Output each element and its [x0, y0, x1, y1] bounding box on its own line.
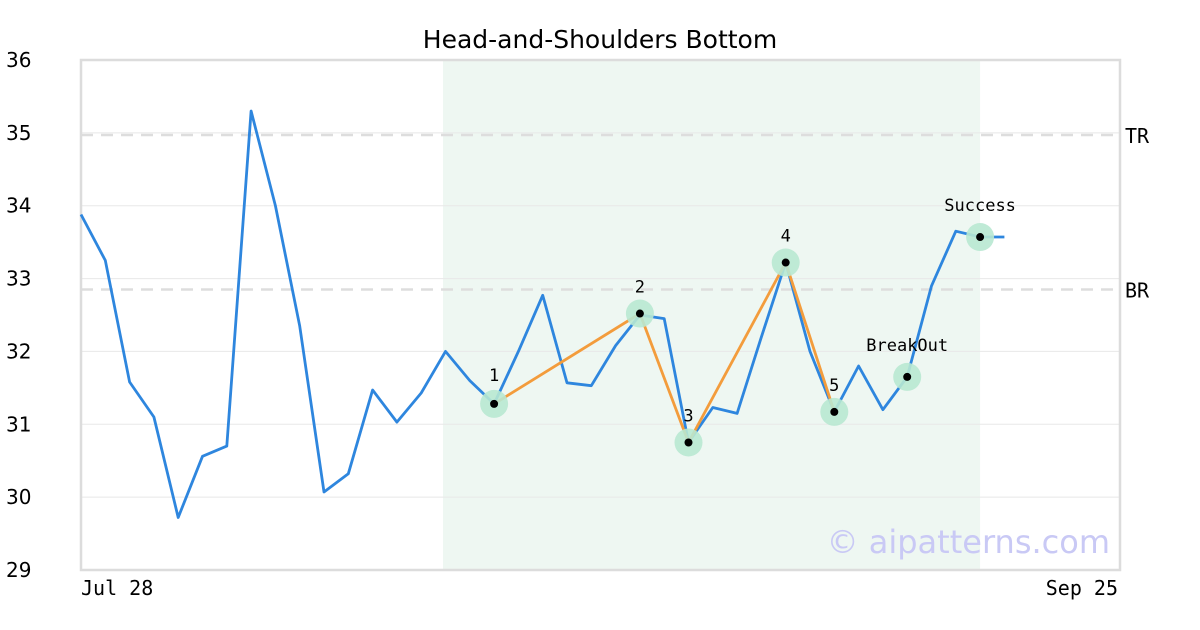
breakout-label: BreakOut [866, 336, 948, 356]
plot-frame [79, 58, 1122, 572]
y-tick-label-30: 30 [6, 485, 31, 509]
pattern-point-1 [490, 399, 499, 408]
pattern-point-label-3: 3 [683, 407, 693, 427]
price-series-line [79, 109, 1005, 519]
y-tick-label-34: 34 [6, 194, 31, 218]
pattern-point-3 [684, 438, 693, 447]
pattern-point-2 [635, 309, 644, 318]
reference-label-br: BR [1125, 279, 1150, 303]
pattern-point-4 [781, 258, 790, 267]
pattern-point-label-5: 5 [829, 376, 839, 396]
x-tick-label-first: Jul 28 [81, 576, 153, 600]
pattern-point-label-1: 1 [489, 366, 499, 386]
y-tick-label-32: 32 [6, 339, 31, 363]
reference-label-tr: TR [1125, 124, 1150, 148]
pattern-point-label-4: 4 [781, 227, 791, 247]
y-tick-label-35: 35 [6, 121, 31, 145]
pattern-point-5 [830, 407, 839, 416]
y-tick-label-29: 29 [6, 558, 31, 582]
breakout-point [903, 372, 912, 381]
x-tick-label-last: Sep 25 [1046, 576, 1118, 600]
y-tick-label-33: 33 [6, 267, 31, 291]
watermark: © aipatterns.com [827, 523, 1110, 561]
pattern-point-label-2: 2 [635, 278, 645, 298]
y-tick-label-31: 31 [6, 412, 31, 436]
chart-title: Head-and-Shoulders Bottom [423, 25, 777, 54]
pattern-highlight-band [443, 60, 981, 570]
success-label: Success [944, 196, 1016, 216]
success-point [976, 233, 985, 242]
y-tick-label-36: 36 [6, 48, 31, 72]
